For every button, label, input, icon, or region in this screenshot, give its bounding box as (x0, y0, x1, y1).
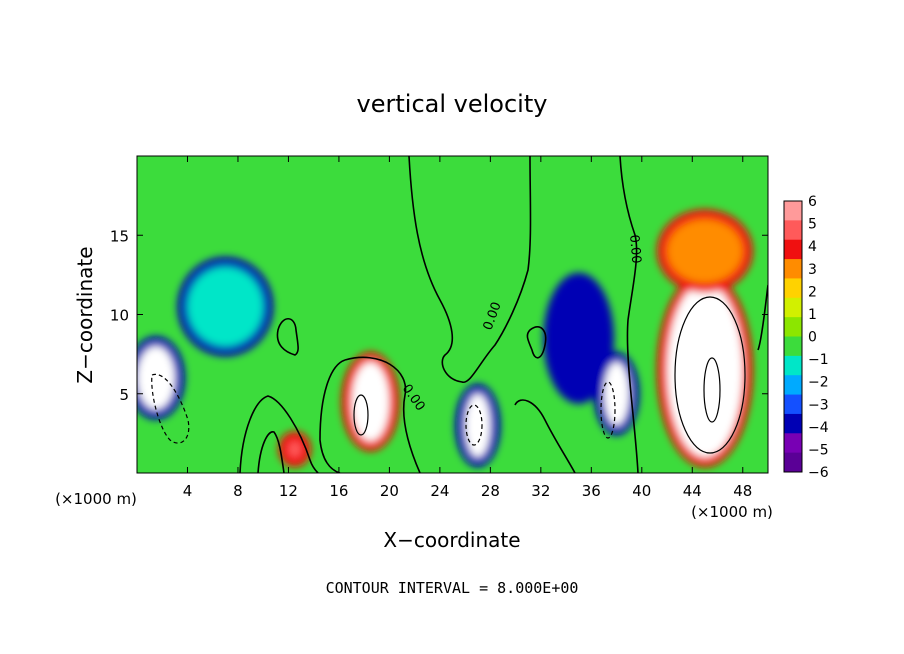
x-tick-label: 8 (233, 482, 243, 500)
x-tick-label: 36 (582, 482, 601, 500)
zero-contours (239, 156, 768, 473)
contour-line (674, 296, 746, 454)
contour-line (703, 357, 721, 423)
colorbar-label: 4 (808, 239, 817, 255)
x-tick-label: 32 (531, 482, 550, 500)
extreme-contours (151, 296, 746, 454)
contour-line (514, 399, 576, 473)
colorbar-swatch (784, 394, 802, 415)
colorbar-label: −1 (808, 352, 829, 368)
y-tick-label: 10 (110, 307, 129, 325)
colorbar-swatch (784, 278, 802, 299)
y-axis-label: Z−coordinate (73, 246, 97, 383)
x-unit-left: (×1000 m) (55, 490, 137, 508)
contour-line (344, 356, 421, 473)
contour-interval-note: CONTOUR INTERVAL = 8.000E+00 (326, 579, 579, 597)
x-axis-label: X−coordinate (383, 528, 520, 552)
colorbar-swatch (784, 336, 802, 357)
x-tick-label: 4 (183, 482, 193, 500)
contour-line (465, 404, 483, 446)
colorbar-swatch (784, 375, 802, 396)
colorbar-label: 2 (808, 284, 817, 300)
contour-label: 0.00 (626, 234, 643, 264)
contour-line (257, 431, 285, 473)
colorbar-swatch (784, 297, 802, 318)
contour-line (526, 326, 547, 359)
colorbar-label: 3 (808, 262, 817, 278)
colorbar-swatch (784, 433, 802, 454)
colorbar-swatch (784, 201, 802, 221)
colorbar-label: −6 (808, 465, 829, 481)
colorbar-label: 5 (808, 217, 817, 233)
velocity-cell (288, 441, 302, 458)
contour-line (600, 381, 616, 439)
y-axis: 5 10 15 (110, 227, 768, 404)
colorbar-label: 6 (808, 194, 817, 210)
x-unit-right: (×1000 m) (691, 503, 773, 521)
contour-line (408, 156, 532, 383)
contour-line (353, 394, 369, 436)
colorbar-swatch (784, 355, 802, 376)
velocity-cell (553, 282, 604, 394)
colorbar-swatch (784, 239, 802, 260)
colorbar-label: −5 (808, 442, 829, 458)
contour-line (319, 359, 346, 473)
contour-line (239, 395, 319, 473)
velocity-cell (187, 266, 264, 347)
colorbar-label: 0 (808, 330, 817, 346)
x-tick-label: 40 (632, 482, 651, 500)
velocity-cell (667, 282, 743, 458)
x-tick-label: 24 (430, 482, 449, 500)
velocity-cell (667, 219, 743, 283)
colorbar-label: −3 (808, 397, 829, 413)
chart-title: vertical velocity (357, 90, 548, 118)
x-axis: 4 8 12 16 20 24 28 32 36 40 44 48 (183, 156, 752, 500)
velocity-cell (137, 346, 175, 410)
colorbar-swatch (784, 452, 802, 473)
x-tick-label: 28 (481, 482, 500, 500)
colorbar-swatch (784, 317, 802, 337)
velocity-field: 0.00 0.00 0.00 (137, 156, 768, 473)
contour-line (757, 284, 768, 351)
velocity-cell (465, 393, 491, 458)
colorbar-label: 1 (808, 307, 817, 323)
velocity-cell (603, 362, 630, 426)
x-tick-label: 16 (329, 482, 348, 500)
colorbar-swatch (784, 220, 802, 241)
colorbar-swatch (784, 413, 802, 434)
x-tick-label: 48 (733, 482, 752, 500)
colorbar-label: −2 (808, 375, 829, 391)
x-tick-label: 44 (683, 482, 702, 500)
y-tick-label: 5 (119, 386, 129, 404)
x-tick-label: 20 (380, 482, 399, 500)
colorbar-frame (783, 200, 803, 473)
colorbar-swatch (784, 259, 802, 279)
contour-line (619, 156, 639, 473)
contour-line (276, 317, 299, 356)
velocity-cell (351, 362, 390, 442)
contour-line (151, 373, 190, 444)
colorbar-label: −4 (808, 420, 829, 436)
colorbar: 6 5 4 3 2 1 0 −1 −2 −3 −4 −5 −6 (783, 194, 829, 481)
y-tick-label: 15 (110, 227, 129, 245)
x-tick-label: 12 (279, 482, 298, 500)
